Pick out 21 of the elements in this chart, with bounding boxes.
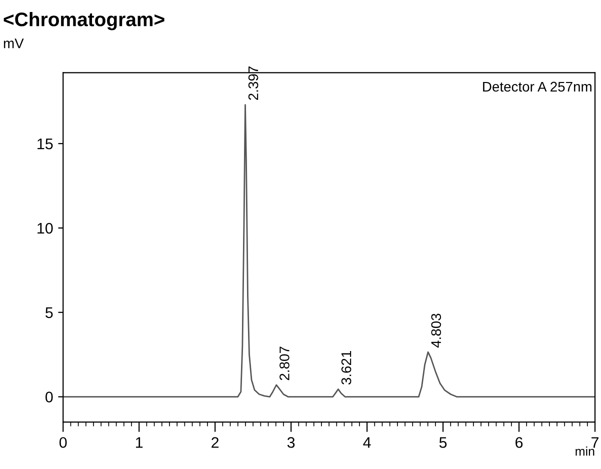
x-tick-label: 4	[363, 437, 371, 448]
annotation: 2.807	[280, 346, 290, 380]
annotation: Detector A 257nm	[483, 82, 592, 92]
y-tick-label: 0	[45, 392, 53, 402]
annotation: 2.397	[248, 66, 258, 100]
annotation: 3.621	[341, 350, 352, 384]
x-axis-title: min	[576, 446, 594, 456]
line-series	[63, 104, 595, 398]
y-axis-title: mV	[4, 38, 24, 48]
chart-title: <Chromatogram>	[4, 12, 164, 30]
x-tick-label: 0	[59, 437, 67, 448]
x-tick-label: 1	[136, 437, 143, 448]
x-tick-label: 5	[439, 437, 447, 448]
y-tick-label: 10	[38, 222, 53, 234]
annotation: 4.803	[431, 314, 442, 348]
y-tick-label: 5	[46, 307, 53, 318]
x-tick-label: 2	[212, 437, 219, 448]
x-tick-label: 3	[287, 437, 295, 448]
x-tick-label: 6	[516, 437, 523, 448]
x-tick-label: 7	[592, 437, 598, 448]
y-tick-label: 15	[38, 138, 53, 150]
